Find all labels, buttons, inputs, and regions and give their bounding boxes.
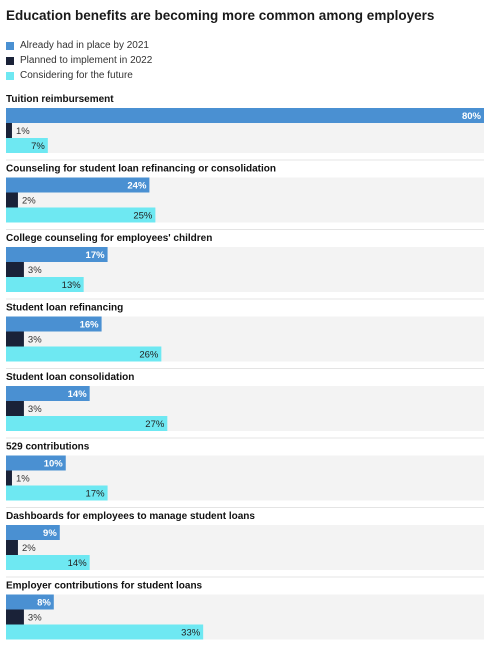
data-label: 14%	[68, 558, 88, 569]
bar-track	[6, 138, 484, 153]
legend: Already had in place by 2021 Planned to …	[6, 38, 152, 83]
category-label: Student loan refinancing	[6, 303, 123, 314]
bar-track	[6, 277, 484, 292]
data-label: 2%	[22, 196, 36, 207]
bar	[6, 123, 12, 138]
bar-track	[6, 331, 484, 347]
data-label: 8%	[37, 598, 51, 609]
category-label: Counseling for student loan refinancing …	[6, 164, 276, 175]
bar-track	[6, 609, 484, 625]
bar-track	[6, 525, 484, 540]
bar	[6, 386, 90, 401]
bar	[6, 207, 156, 223]
data-label: 80%	[462, 111, 482, 122]
legend-label-already: Already had in place by 2021	[20, 40, 149, 51]
category-label: Student loan consolidation	[6, 372, 134, 383]
data-label: 24%	[127, 181, 147, 192]
legend-swatch-already	[6, 41, 14, 50]
bar	[6, 177, 150, 193]
bar-track	[6, 262, 484, 277]
data-label: 10%	[44, 459, 64, 470]
data-label: 33%	[181, 628, 201, 639]
bar	[6, 138, 48, 153]
data-label: 3%	[28, 265, 42, 276]
chart-title: Education benefits are becoming more com…	[6, 8, 435, 23]
data-label: 1%	[16, 474, 30, 485]
data-label: 16%	[80, 320, 100, 331]
bar	[6, 455, 66, 471]
bar	[6, 416, 168, 431]
legend-swatch-planned	[6, 56, 14, 65]
bar	[6, 470, 12, 486]
bar-track	[6, 470, 484, 486]
data-label: 7%	[31, 141, 45, 152]
data-label: 14%	[68, 389, 88, 400]
bar	[6, 277, 84, 292]
bar	[6, 262, 24, 277]
bar-track	[6, 485, 484, 501]
data-label: 13%	[62, 280, 82, 291]
legend-item-already: Already had in place by 2021	[6, 38, 152, 53]
bar-track	[6, 123, 484, 138]
bar	[6, 192, 18, 208]
data-label: 3%	[28, 335, 42, 346]
bar-track	[6, 386, 484, 401]
data-label: 17%	[86, 250, 106, 261]
data-label: 25%	[133, 211, 153, 222]
category-label: 529 contributions	[6, 442, 90, 453]
bar-track	[6, 540, 484, 555]
legend-swatch-considering	[6, 71, 14, 80]
bar	[6, 594, 54, 610]
bar-track	[6, 455, 484, 471]
data-label: 2%	[22, 543, 36, 554]
category-label: Employer contributions for student loans	[6, 581, 203, 592]
bar	[6, 401, 24, 416]
bar-track	[6, 555, 484, 570]
bar-track	[6, 401, 484, 416]
bar	[6, 609, 24, 625]
data-label: 26%	[139, 350, 159, 361]
bar-track	[6, 316, 484, 332]
data-label: 27%	[145, 419, 165, 430]
bar	[6, 540, 18, 555]
bar	[6, 525, 60, 540]
bar	[6, 485, 108, 501]
bar	[6, 555, 90, 570]
bar	[6, 316, 102, 332]
bar-track	[6, 594, 484, 610]
bar	[6, 331, 24, 347]
legend-label-planned: Planned to implement in 2022	[20, 55, 153, 66]
bar-track	[6, 192, 484, 208]
category-label: Dashboards for employees to manage stude…	[6, 511, 255, 522]
bar	[6, 624, 204, 640]
bar	[6, 247, 108, 262]
legend-item-considering: Considering for the future	[6, 68, 152, 83]
data-label: 3%	[28, 613, 42, 624]
category-label: College counseling for employees' childr…	[6, 233, 212, 244]
legend-item-planned: Planned to implement in 2022	[6, 53, 152, 68]
category-label: Tuition reimbursement	[6, 94, 114, 105]
bar	[6, 346, 162, 362]
data-label: 1%	[16, 126, 30, 137]
bar-track	[6, 247, 484, 262]
data-label: 3%	[28, 404, 42, 415]
bar	[6, 108, 484, 123]
data-label: 17%	[86, 489, 106, 500]
legend-label-considering: Considering for the future	[20, 70, 133, 81]
data-label: 9%	[43, 528, 57, 539]
